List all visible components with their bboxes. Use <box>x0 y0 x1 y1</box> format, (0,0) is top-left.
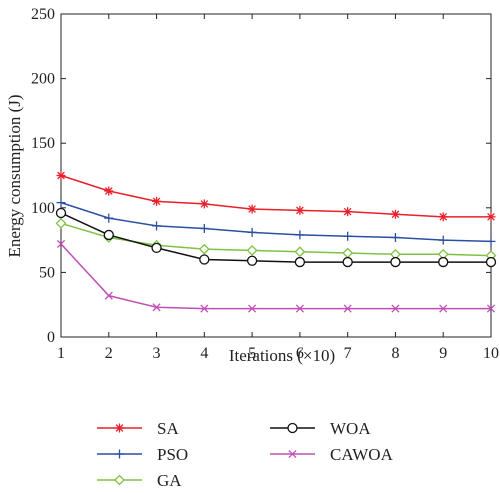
series-line-pso <box>60 201 492 243</box>
y-tick-label: 200 <box>31 71 55 88</box>
data-point-sa <box>438 212 448 222</box>
data-point-sa <box>56 171 66 180</box>
data-point-woa <box>438 256 449 268</box>
legend-item-sa: SA <box>97 419 179 438</box>
x-tick-label: 10 <box>483 345 499 362</box>
data-point-sa <box>152 196 162 206</box>
data-point-cawoa <box>200 304 209 313</box>
legend-item-cawoa: CAWOA <box>270 445 394 464</box>
data-point-cawoa <box>56 239 66 249</box>
data-point-cawoa <box>391 304 400 313</box>
data-point-ga <box>342 247 354 259</box>
legend-marker-pso <box>115 449 124 459</box>
x-tick-label: 5 <box>248 345 256 362</box>
data-point-woa <box>55 207 67 219</box>
y-tick-label: 250 <box>31 6 55 23</box>
data-point-sa <box>486 212 496 222</box>
plot-area: 0 50 100 150 200 250 1 2 3 4 5 6 7 8 9 10 <box>31 6 499 362</box>
data-point-cawoa <box>486 304 496 313</box>
legend-marker-sa <box>115 423 124 433</box>
x-axis-title: Iterations (×10) <box>229 346 335 365</box>
legend-label-cawoa: CAWOA <box>330 445 394 464</box>
x-tick-label: 7 <box>344 345 352 362</box>
data-point-woa <box>246 255 258 266</box>
data-point-ga <box>198 243 210 255</box>
legend-label-sa: SA <box>157 419 179 438</box>
legend: SA PSO GA WOA CAWOA <box>97 419 394 490</box>
legend-label-pso: PSO <box>157 445 188 464</box>
data-point-pso <box>56 198 66 208</box>
data-point-pso <box>199 223 209 233</box>
data-point-sa <box>390 209 400 219</box>
y-tick-label: 0 <box>47 329 55 346</box>
data-point-ga <box>55 217 67 229</box>
y-tick-label: 150 <box>31 135 55 152</box>
data-point-pso <box>390 233 400 243</box>
legend-label-ga: GA <box>157 471 182 490</box>
data-point-cawoa <box>248 304 257 313</box>
legend-label-woa: WOA <box>330 419 371 438</box>
data-point-cawoa <box>152 303 161 312</box>
legend-marker-ga <box>114 474 125 486</box>
data-point-pso <box>486 236 496 246</box>
x-tick-label: 9 <box>439 345 447 362</box>
x-tick-label: 4 <box>200 345 208 362</box>
data-point-sa <box>247 204 257 214</box>
data-point-pso <box>343 231 353 241</box>
y-tick-label: 50 <box>39 264 55 281</box>
x-tick-label: 6 <box>296 345 304 362</box>
data-point-woa <box>342 256 353 268</box>
data-point-cawoa <box>343 304 352 313</box>
data-point-woa <box>199 254 210 265</box>
data-point-pso <box>104 213 114 223</box>
x-tick-label: 8 <box>391 345 399 362</box>
data-point-sa <box>199 199 209 209</box>
plot-frame <box>60 13 492 338</box>
y-tick-label: 100 <box>31 200 55 217</box>
data-point-sa <box>295 205 305 215</box>
series-line-cawoa <box>60 243 491 310</box>
series-line-woa <box>60 212 491 263</box>
x-tick-label: 3 <box>153 345 161 362</box>
x-tick-label: 1 <box>57 345 65 362</box>
y-axis-title: Energy consumption (J) <box>5 94 24 257</box>
data-point-cawoa <box>295 304 304 313</box>
data-point-sa <box>104 186 114 196</box>
data-point-pso <box>152 221 162 231</box>
data-point-ga <box>246 245 258 256</box>
data-point-woa <box>294 256 306 268</box>
data-point-ga <box>294 246 306 258</box>
legend-marker-woa <box>287 422 298 434</box>
data-point-pso <box>438 235 448 245</box>
data-point-woa <box>390 256 401 268</box>
legend-marker-cawoa <box>288 449 297 459</box>
legend-item-ga: GA <box>97 471 182 490</box>
legend-item-pso: PSO <box>97 445 188 464</box>
data-point-sa <box>343 207 353 217</box>
data-point-cawoa <box>104 291 113 300</box>
x-tick-label: 2 <box>105 345 113 362</box>
series-line-sa <box>60 174 491 218</box>
data-point-woa <box>485 256 497 268</box>
data-point-woa <box>103 229 114 241</box>
legend-item-woa: WOA <box>270 419 371 438</box>
data-point-woa <box>151 242 162 254</box>
data-point-pso <box>247 227 257 237</box>
data-point-cawoa <box>439 304 448 313</box>
data-point-pso <box>295 230 305 240</box>
